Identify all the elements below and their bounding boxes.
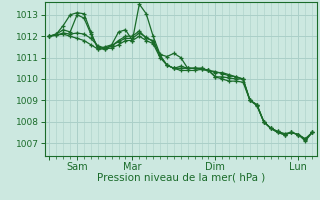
X-axis label: Pression niveau de la mer( hPa ): Pression niveau de la mer( hPa ) [97,173,265,183]
